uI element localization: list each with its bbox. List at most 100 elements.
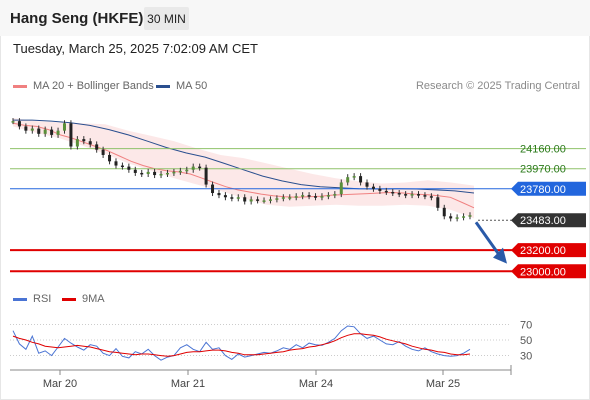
price-candle xyxy=(249,199,253,202)
price-candle xyxy=(423,195,427,197)
price-candle xyxy=(371,186,375,189)
rsi-legend: RSI xyxy=(13,293,51,305)
level-label-23970.00: 23970.00 xyxy=(520,164,566,176)
rsi-ma-legend-label: 9MA xyxy=(82,293,105,305)
price-candle xyxy=(320,196,324,198)
price-candle xyxy=(50,129,54,135)
rsi-ma-swatch xyxy=(62,297,76,301)
price-candle xyxy=(397,193,401,195)
price-candle xyxy=(352,176,356,178)
price-candle xyxy=(153,171,157,176)
ma20-legend: MA 20 + Bollinger Bands xyxy=(13,80,154,92)
level-tag-23780.00 xyxy=(511,181,586,196)
price-candle xyxy=(314,196,318,198)
price-candle xyxy=(101,149,105,155)
x-tick-label-Mar-25: Mar 25 xyxy=(426,378,460,390)
rsi-legend-label: RSI xyxy=(33,293,52,305)
price-candle xyxy=(120,165,124,168)
rsi-tick-70: 70 xyxy=(520,319,532,331)
price-candle xyxy=(468,215,472,217)
rsi-tick-30: 30 xyxy=(520,351,532,363)
price-candle xyxy=(211,184,215,194)
chart-title: Hang Seng (HKFE) xyxy=(10,10,144,27)
price-candle xyxy=(24,126,28,131)
forecast-arrow-shaft xyxy=(474,221,501,256)
price-candle xyxy=(436,197,440,208)
price-candle xyxy=(391,191,395,194)
timeframe-badge[interactable]: 30 MIN xyxy=(144,7,189,30)
price-candle xyxy=(223,195,227,198)
title-bar: Hang Seng (HKFE) 30 MIN xyxy=(0,0,590,36)
forecast-arrow-head xyxy=(493,247,507,264)
x-tick-label-Mar-20: Mar 20 xyxy=(43,378,77,390)
level-label-24160.00: 24160.00 xyxy=(520,144,566,156)
price-candle xyxy=(178,170,182,173)
credit-text: Research © 2025 Trading Central xyxy=(415,80,580,92)
price-candle xyxy=(88,141,92,145)
price-candle xyxy=(56,130,60,135)
price-candle xyxy=(326,195,330,197)
ma20-legend-label: MA 20 + Bollinger Bands xyxy=(33,80,154,92)
price-candle xyxy=(230,197,234,199)
price-candle xyxy=(217,193,221,196)
x-tick-label-Mar-24: Mar 24 xyxy=(299,378,333,390)
price-candle xyxy=(333,194,337,196)
price-candle xyxy=(307,195,311,197)
level-tag-23483.00 xyxy=(511,213,586,228)
price-candle xyxy=(256,199,260,201)
ma50-legend-label: MA 50 xyxy=(176,80,208,92)
price-candle xyxy=(429,196,433,198)
bollinger-band xyxy=(13,118,474,219)
price-candle xyxy=(301,195,305,197)
price-candle xyxy=(410,194,414,196)
price-candle xyxy=(191,166,195,170)
price-candle xyxy=(133,169,137,173)
ma50-legend: MA 50 xyxy=(156,80,207,92)
price-candle xyxy=(204,167,208,185)
price-candle xyxy=(198,166,202,169)
rsi-ma-line xyxy=(12,333,471,357)
x-tick-label-Mar-21: Mar 21 xyxy=(171,378,205,390)
price-candle xyxy=(462,216,466,218)
price-candle xyxy=(281,197,285,199)
price-candle xyxy=(62,123,66,131)
price-candle xyxy=(359,176,363,183)
rsi-ma-legend: 9MA xyxy=(62,293,105,305)
price-candle xyxy=(404,194,408,196)
price-candle xyxy=(365,182,369,187)
level-tag-23200.00 xyxy=(511,243,586,258)
price-candle xyxy=(165,172,169,175)
price-candle xyxy=(75,139,79,147)
rsi-swatch xyxy=(13,297,27,301)
price-candle xyxy=(262,200,266,202)
price-candle xyxy=(30,128,34,131)
level-label-23200.00: 23200.00 xyxy=(520,245,566,257)
price-candle xyxy=(339,182,343,195)
price-candle xyxy=(82,139,86,142)
price-candle xyxy=(127,166,131,170)
ma20-swatch xyxy=(13,84,27,88)
rsi-line xyxy=(12,325,471,361)
price-candle xyxy=(449,216,453,219)
price-candle xyxy=(236,197,240,199)
price-candle xyxy=(11,121,15,123)
price-candle xyxy=(268,199,272,201)
level-tag-23000.00 xyxy=(511,264,586,279)
price-candle xyxy=(455,217,459,219)
price-candle xyxy=(159,174,163,176)
rsi-tick-50: 50 xyxy=(520,335,532,347)
level-label-23780.00: 23780.00 xyxy=(520,184,566,196)
price-candle xyxy=(140,172,144,175)
price-candle xyxy=(346,177,350,183)
price-candle xyxy=(275,198,279,200)
price-candle xyxy=(442,207,446,217)
price-candle xyxy=(95,144,99,150)
level-label-23483.00: 23483.00 xyxy=(520,215,566,227)
price-candle xyxy=(108,154,112,162)
price-candle xyxy=(417,194,421,196)
ma50-swatch xyxy=(156,84,170,88)
price-candle xyxy=(185,169,189,172)
price-candle xyxy=(114,161,118,166)
price-candle xyxy=(288,197,292,199)
